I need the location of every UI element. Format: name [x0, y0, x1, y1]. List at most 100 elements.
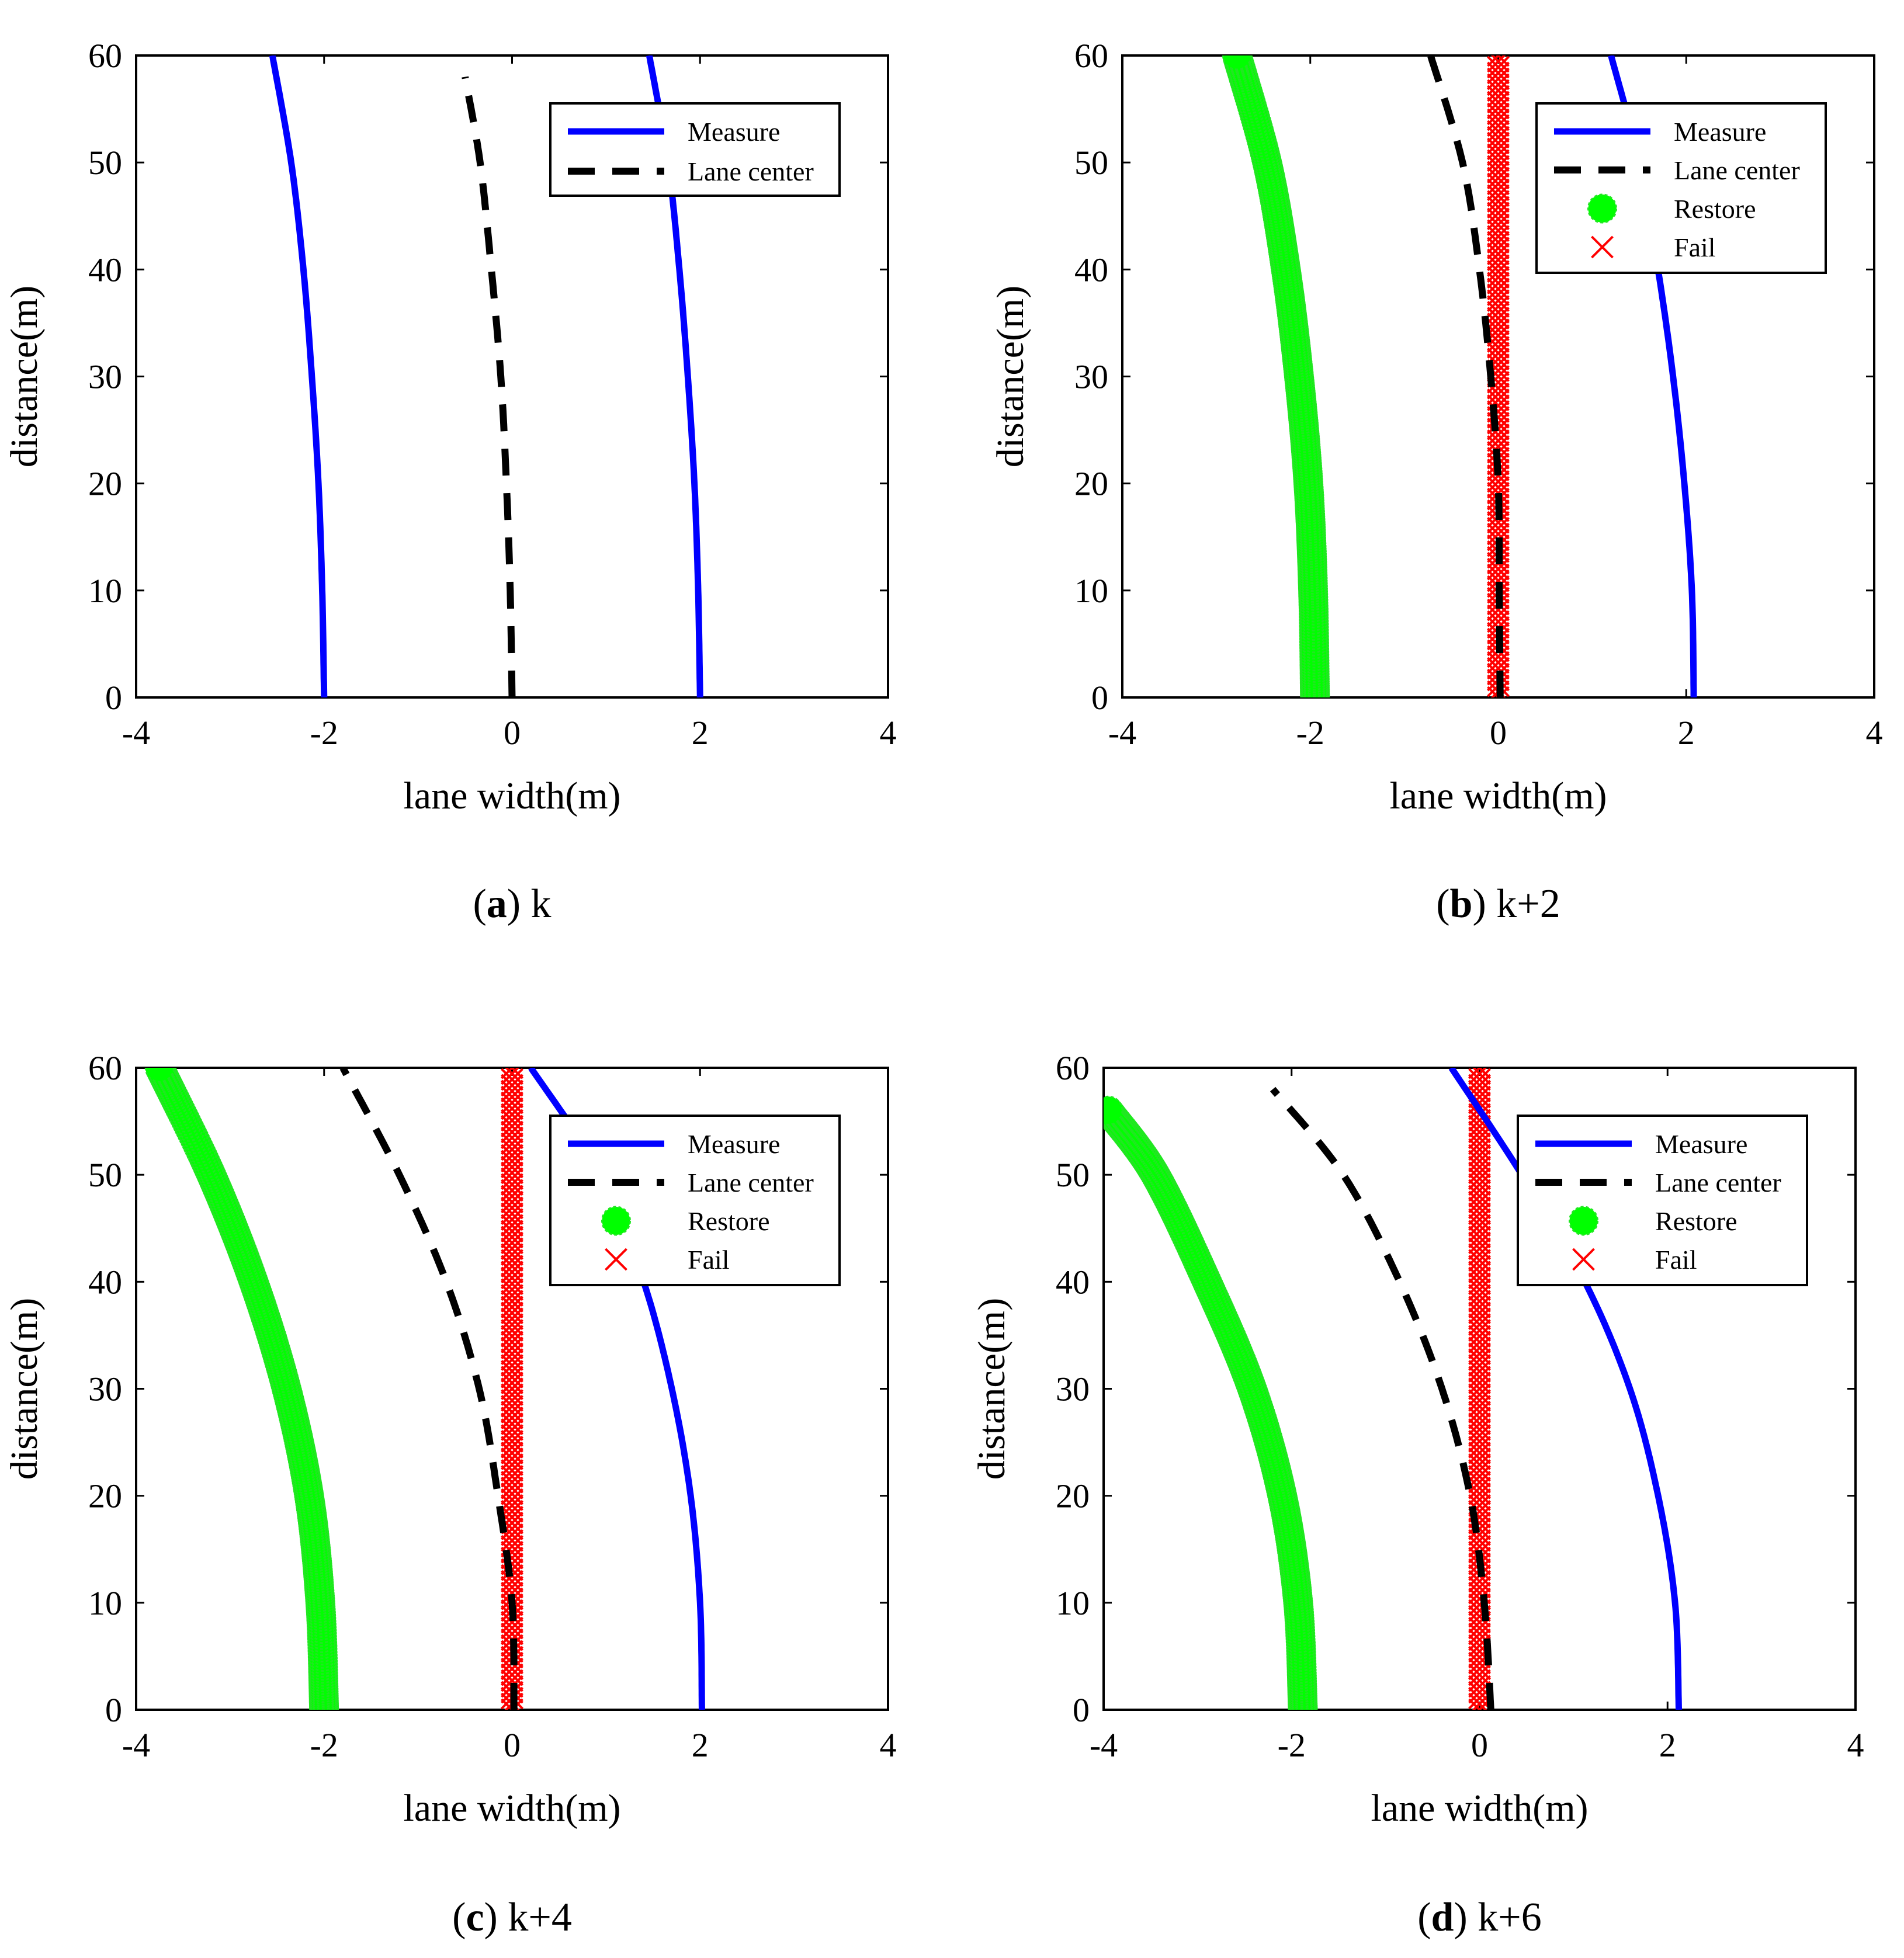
fail-marker [1468, 1482, 1491, 1505]
series-line-lane-center [1270, 1086, 1494, 1710]
fail-marker [1487, 143, 1510, 166]
fail-marker [1468, 1208, 1491, 1231]
fail-marker [1487, 166, 1510, 190]
series-line-measure [269, 55, 328, 697]
legend: Measure Lane center Restore Fail [549, 1115, 841, 1286]
fail-marker [1487, 242, 1510, 266]
fail-marker [501, 1610, 523, 1634]
fail-marker [1487, 213, 1510, 237]
fail-marker [501, 1097, 523, 1120]
fail-marker [501, 1109, 523, 1132]
fail-marker [501, 1068, 523, 1079]
fail-marker [1468, 1348, 1491, 1371]
x-tick-label: 2 [1678, 714, 1695, 752]
panel-caption: (c) k+4 [452, 1895, 572, 1940]
fail-marker [501, 1155, 523, 1179]
legend-label-measure: Measure [1655, 1129, 1747, 1159]
fail-marker [501, 1395, 523, 1418]
legend-swatch-restore [601, 1206, 631, 1236]
fail-marker [1468, 1459, 1491, 1482]
y-axis-label: distance(m) [970, 1298, 1013, 1480]
fail-marker [501, 1570, 523, 1593]
fail-marker [1468, 1226, 1491, 1249]
fail-marker [1468, 1360, 1491, 1383]
fail-marker [1468, 1109, 1491, 1132]
fail-marker [1487, 73, 1510, 96]
y-tick-label: 20 [88, 1477, 122, 1515]
fail-marker [1487, 137, 1510, 161]
fail-marker [1468, 1179, 1491, 1202]
fail-marker [1487, 610, 1510, 633]
fail-marker [501, 1208, 523, 1231]
fail-marker [501, 1103, 523, 1126]
fail-marker [501, 1266, 523, 1290]
legend: Measure Lane center Restore Fail [1517, 1115, 1808, 1286]
fail-marker [1468, 1535, 1491, 1558]
fail-marker [1468, 1150, 1491, 1173]
fail-marker [1487, 120, 1510, 143]
fail-marker [501, 1401, 523, 1424]
fail-marker [1468, 1354, 1491, 1377]
fail-marker [1487, 330, 1510, 353]
y-tick-label: 60 [88, 1049, 122, 1087]
panel-caption: (d) k+6 [1417, 1895, 1542, 1940]
x-tick-label: 4 [1847, 1726, 1864, 1764]
fail-marker [1468, 1663, 1491, 1686]
fail-marker [501, 1290, 523, 1313]
fail-marker [1468, 1307, 1491, 1331]
fail-marker [1487, 260, 1510, 283]
fail-marker [1487, 231, 1510, 254]
fail-marker [1468, 1435, 1491, 1459]
fail-marker [501, 1430, 523, 1453]
fail-marker [501, 1499, 523, 1523]
fail-marker [1487, 423, 1510, 446]
fail-marker [501, 1418, 523, 1441]
y-axis-label: distance(m) [3, 286, 46, 468]
fail-marker [1487, 266, 1510, 289]
fail-marker [1468, 1401, 1491, 1424]
fail-marker [1487, 161, 1510, 184]
fail-marker [1487, 604, 1510, 627]
fail-marker [1468, 1372, 1491, 1394]
fail-marker [1468, 1249, 1491, 1272]
x-axis-label: lane width(m) [403, 775, 620, 817]
fail-marker [1468, 1464, 1491, 1488]
fail-marker [501, 1132, 523, 1155]
x-tick-label: -2 [1296, 714, 1324, 752]
fail-marker [1468, 1243, 1491, 1266]
fail-marker [501, 1202, 523, 1226]
y-tick-label: 0 [1091, 679, 1108, 717]
fail-marker [501, 1319, 523, 1342]
y-tick-label: 30 [1074, 358, 1108, 396]
fail-marker [1468, 1220, 1491, 1243]
fail-marker [1487, 61, 1510, 85]
legend: Measure Lane center [549, 102, 841, 197]
fail-marker [501, 1190, 523, 1214]
fail-marker [501, 1622, 523, 1645]
fail-marker [1487, 470, 1510, 493]
fail-marker [1487, 126, 1510, 149]
fail-marker [1487, 254, 1510, 277]
restore-marker [144, 1068, 175, 1083]
fail-marker [1468, 1389, 1491, 1412]
fail-marker [501, 1074, 523, 1097]
fail-marker [501, 1383, 523, 1406]
fail-marker [1468, 1278, 1491, 1301]
fail-marker [1468, 1692, 1491, 1710]
fail-marker [501, 1138, 523, 1161]
legend-label-lane-center: Lane center [1655, 1168, 1781, 1197]
y-tick-label: 40 [1056, 1263, 1090, 1301]
fail-marker [501, 1698, 523, 1710]
fail-marker [1468, 1319, 1491, 1342]
y-tick-label: 10 [88, 572, 122, 610]
fail-marker [1468, 1342, 1491, 1365]
fail-marker [1468, 1418, 1491, 1441]
legend-label-lane-center: Lane center [688, 1168, 814, 1197]
fail-marker [1468, 1290, 1491, 1313]
fail-marker [501, 1226, 523, 1249]
fail-marker [501, 1453, 523, 1476]
panel-caption: (a) k [473, 881, 551, 926]
fail-marker [1487, 516, 1510, 540]
fail-marker [1487, 155, 1510, 178]
